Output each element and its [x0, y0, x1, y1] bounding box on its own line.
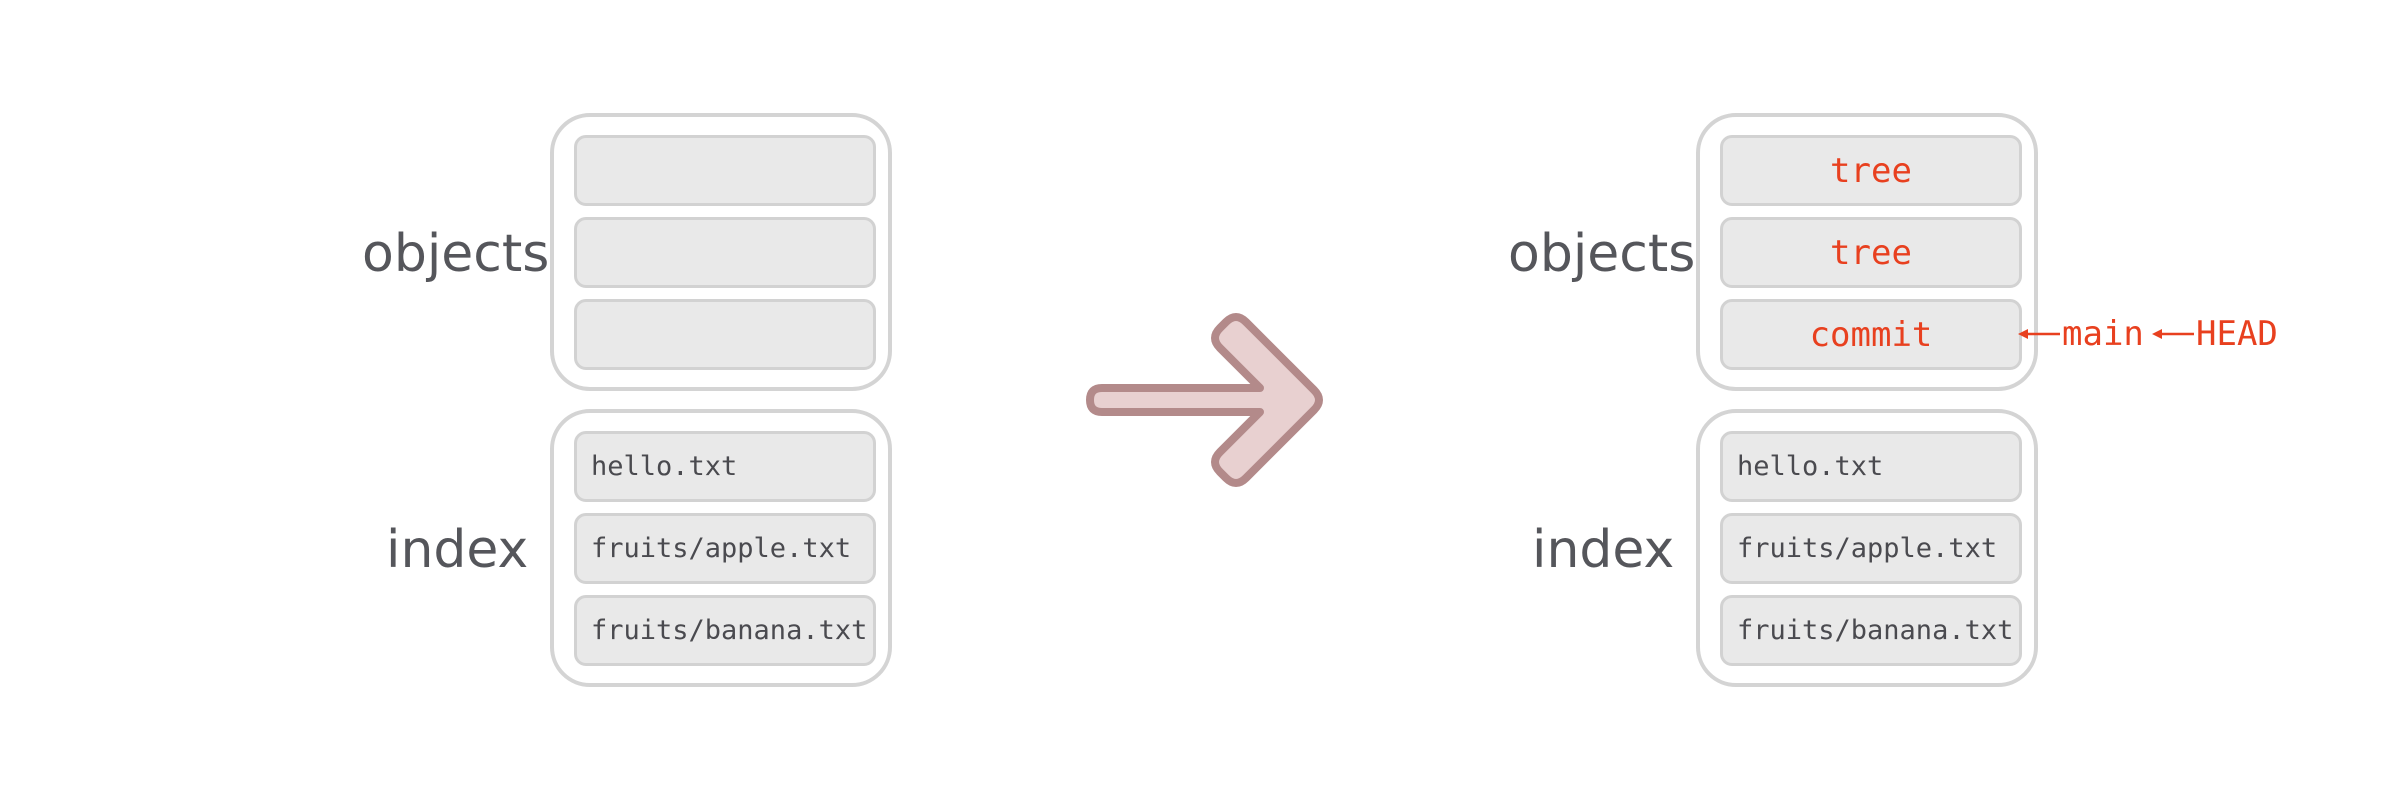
branch-ref-main: main	[2062, 314, 2144, 354]
index-entry: fruits/apple.txt	[1720, 513, 2022, 584]
object-slot	[574, 135, 876, 206]
index-label: index	[386, 520, 529, 580]
commit-object: commit	[1720, 299, 2022, 370]
index-entry: hello.txt	[1720, 431, 2022, 502]
index-label: index	[1532, 520, 1675, 580]
tree-object: tree	[1720, 217, 2022, 288]
object-slot	[574, 217, 876, 288]
right-arrow-icon	[1086, 313, 1323, 487]
index-store: hello.txt fruits/apple.txt fruits/banana…	[1696, 409, 2038, 687]
index-entry: fruits/banana.txt	[574, 595, 876, 666]
after-state: objects index tree tree commit hello.txt…	[1146, 0, 2146, 800]
head-ref: HEAD	[2196, 314, 2278, 354]
index-entry: hello.txt	[574, 431, 876, 502]
index-store: hello.txt fruits/apple.txt fruits/banana…	[550, 409, 892, 687]
main-to-commit-arrow-icon	[2018, 329, 2060, 339]
tree-object: tree	[1720, 135, 2022, 206]
objects-store	[550, 113, 892, 391]
head-to-main-arrow-icon	[2152, 329, 2194, 339]
index-entry: fruits/apple.txt	[574, 513, 876, 584]
objects-label: objects	[362, 224, 550, 284]
objects-label: objects	[1508, 224, 1696, 284]
index-entry: fruits/banana.txt	[1720, 595, 2022, 666]
before-state: objects index hello.txt fruits/apple.txt…	[0, 0, 1000, 800]
objects-store: tree tree commit	[1696, 113, 2038, 391]
object-slot	[574, 299, 876, 370]
